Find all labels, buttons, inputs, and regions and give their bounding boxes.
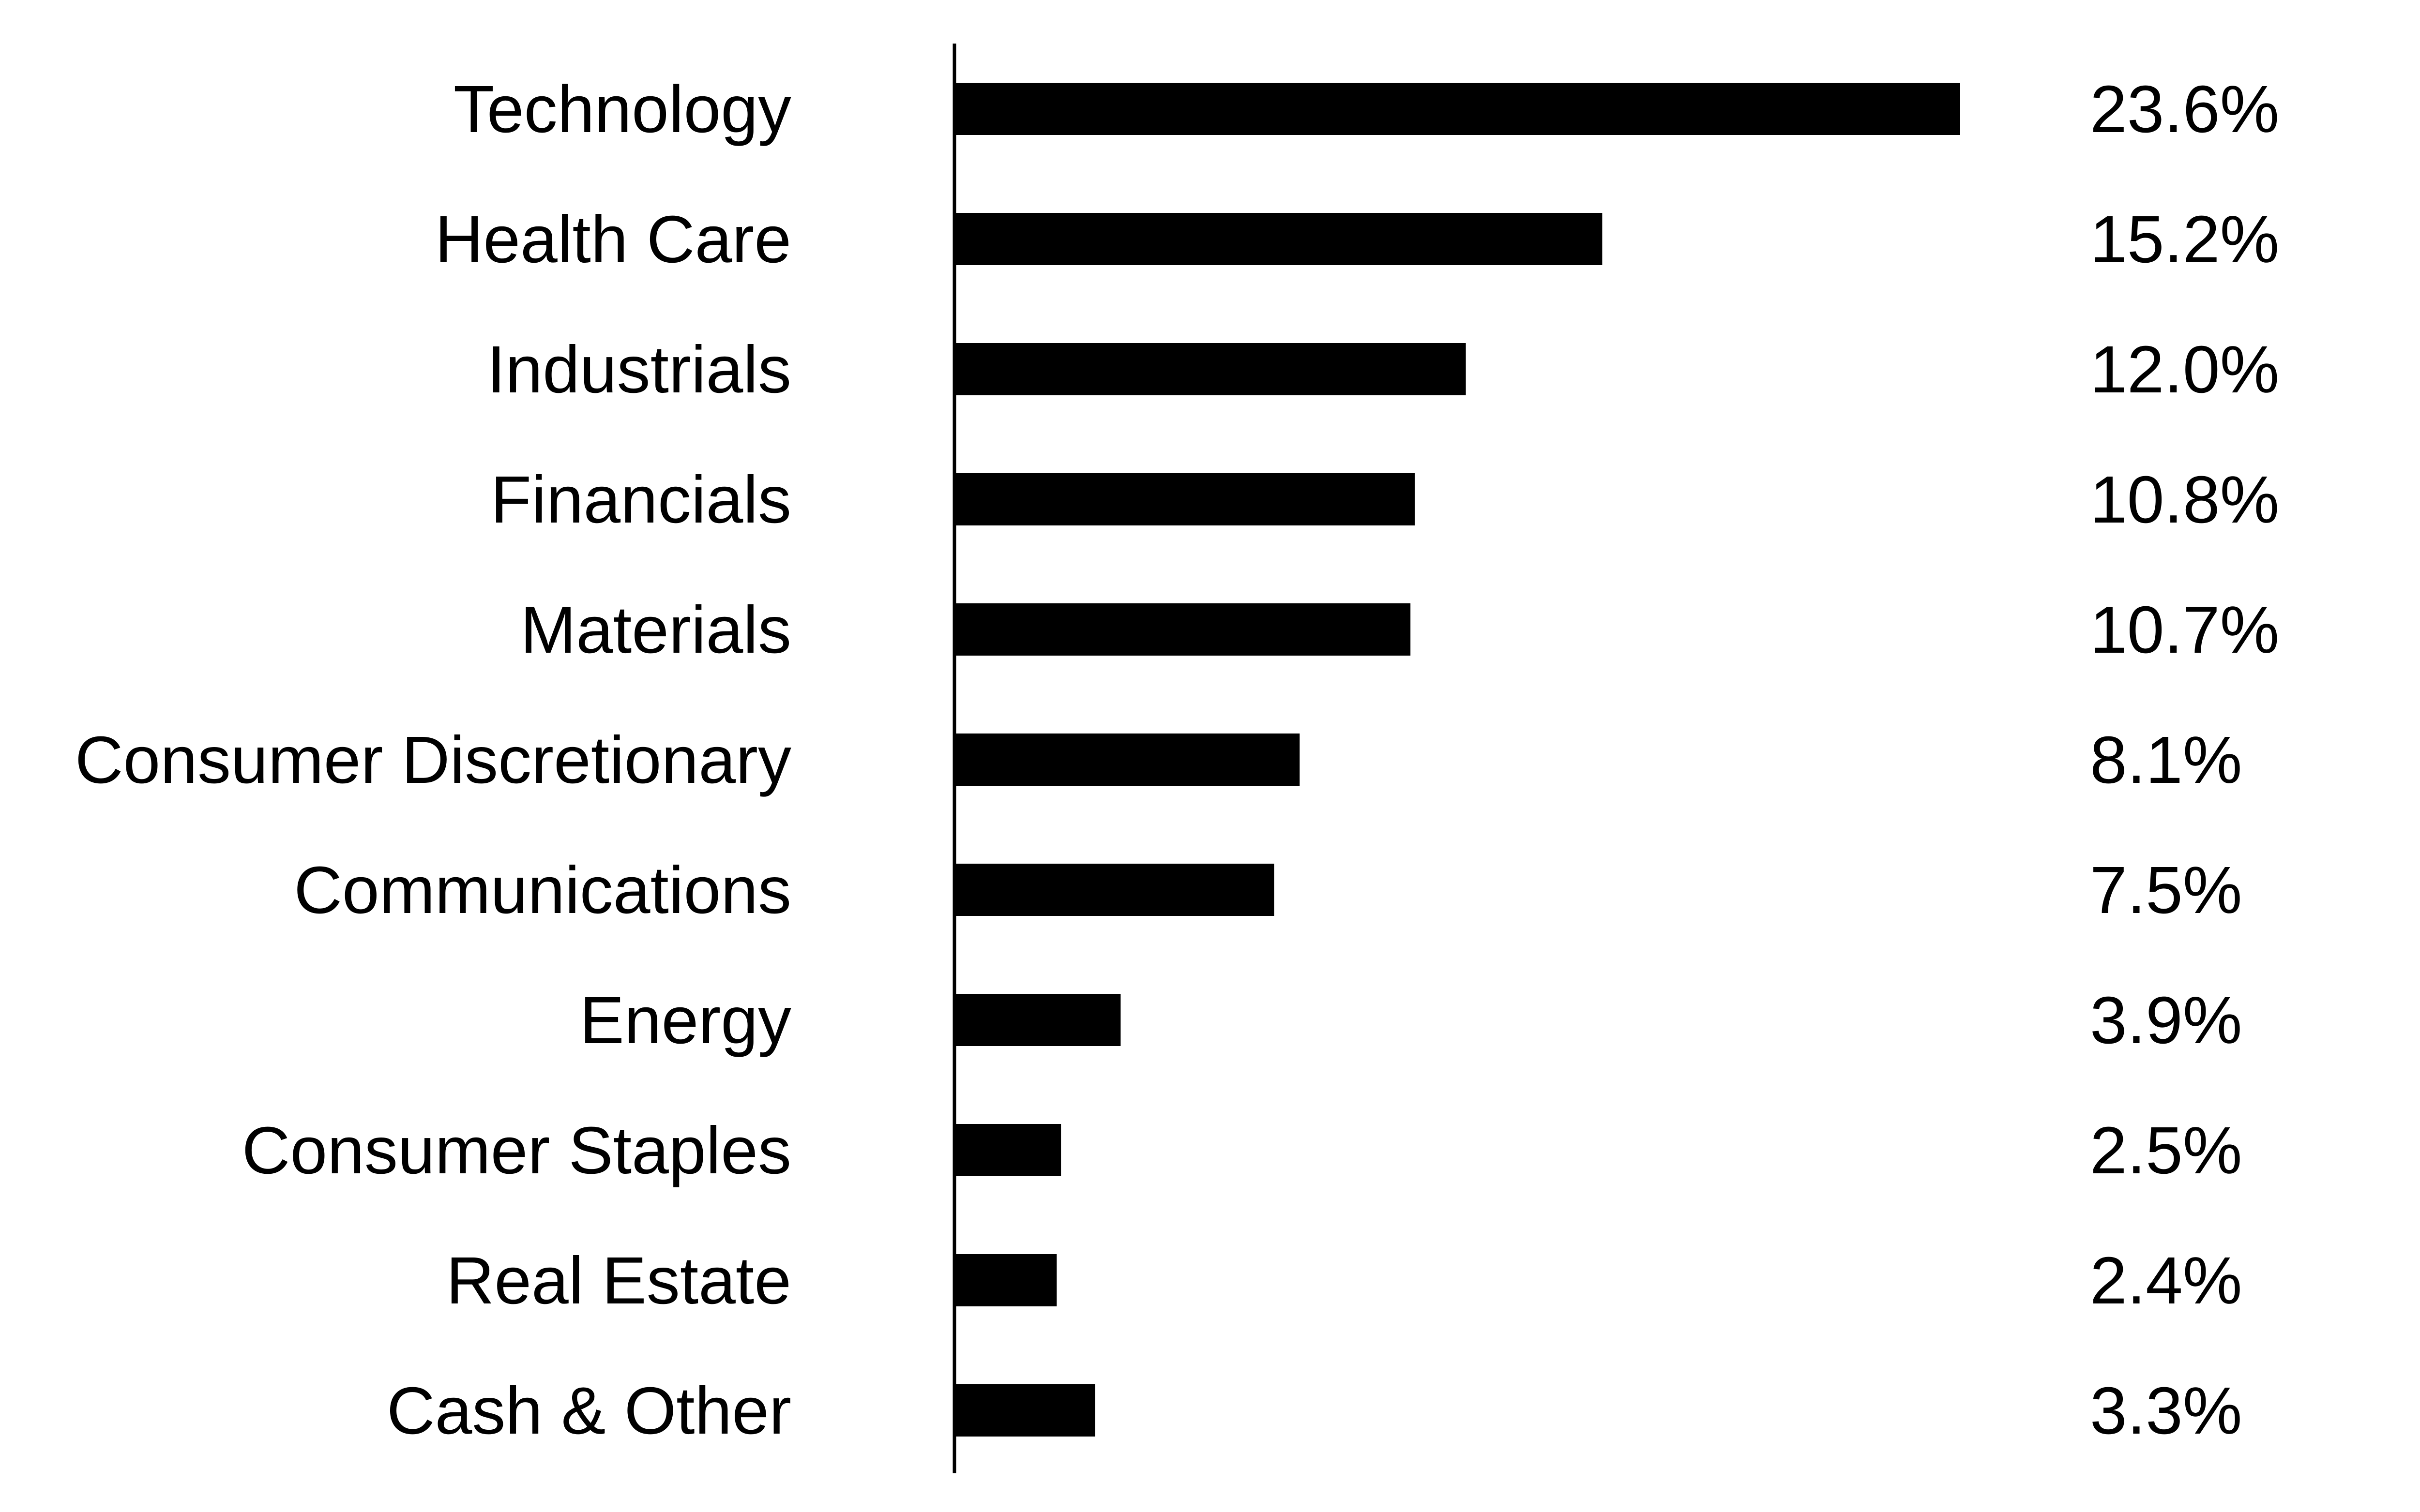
bar bbox=[954, 343, 1466, 395]
value-label: 15.2% bbox=[2090, 202, 2279, 277]
bar bbox=[954, 734, 1300, 786]
value-label: 10.8% bbox=[2090, 463, 2279, 537]
category-label: Financials bbox=[491, 463, 791, 537]
bar bbox=[954, 603, 1411, 656]
category-label: Health Care bbox=[435, 202, 791, 277]
value-label: 7.5% bbox=[2090, 853, 2242, 928]
value-label: 3.9% bbox=[2090, 983, 2242, 1058]
category-label: Materials bbox=[520, 593, 791, 667]
bar bbox=[954, 1124, 1061, 1176]
value-label: 2.5% bbox=[2090, 1113, 2242, 1188]
category-labels: Technology Health Care Industrials Financia… bbox=[75, 72, 791, 1448]
bars bbox=[954, 83, 1960, 1437]
value-label: 3.3% bbox=[2090, 1374, 2242, 1448]
category-label: Consumer Discretionary bbox=[75, 723, 791, 797]
bar bbox=[954, 864, 1274, 916]
category-label: Energy bbox=[580, 983, 791, 1058]
bar bbox=[954, 1384, 1095, 1437]
category-label: Industrials bbox=[487, 332, 791, 407]
value-label: 23.6% bbox=[2090, 72, 2279, 147]
category-label: Communications bbox=[294, 853, 791, 928]
value-label: 2.4% bbox=[2090, 1243, 2242, 1318]
category-label: Technology bbox=[454, 72, 791, 147]
bar bbox=[954, 994, 1121, 1046]
category-label: Real Estate bbox=[446, 1243, 791, 1318]
value-label: 12.0% bbox=[2090, 332, 2279, 407]
value-labels: 23.6% 15.2% 12.0% 10.8% 10.7% 8.1% 7.5% 3.9% 2.5… bbox=[2090, 72, 2279, 1448]
bar bbox=[954, 213, 1603, 265]
value-label: 8.1% bbox=[2090, 723, 2242, 797]
category-label: Consumer Staples bbox=[242, 1113, 791, 1188]
value-label: 10.7% bbox=[2090, 593, 2279, 667]
bar bbox=[954, 83, 1960, 135]
bar bbox=[954, 473, 1415, 525]
category-label: Cash & Other bbox=[387, 1374, 791, 1448]
bar bbox=[954, 1254, 1057, 1306]
